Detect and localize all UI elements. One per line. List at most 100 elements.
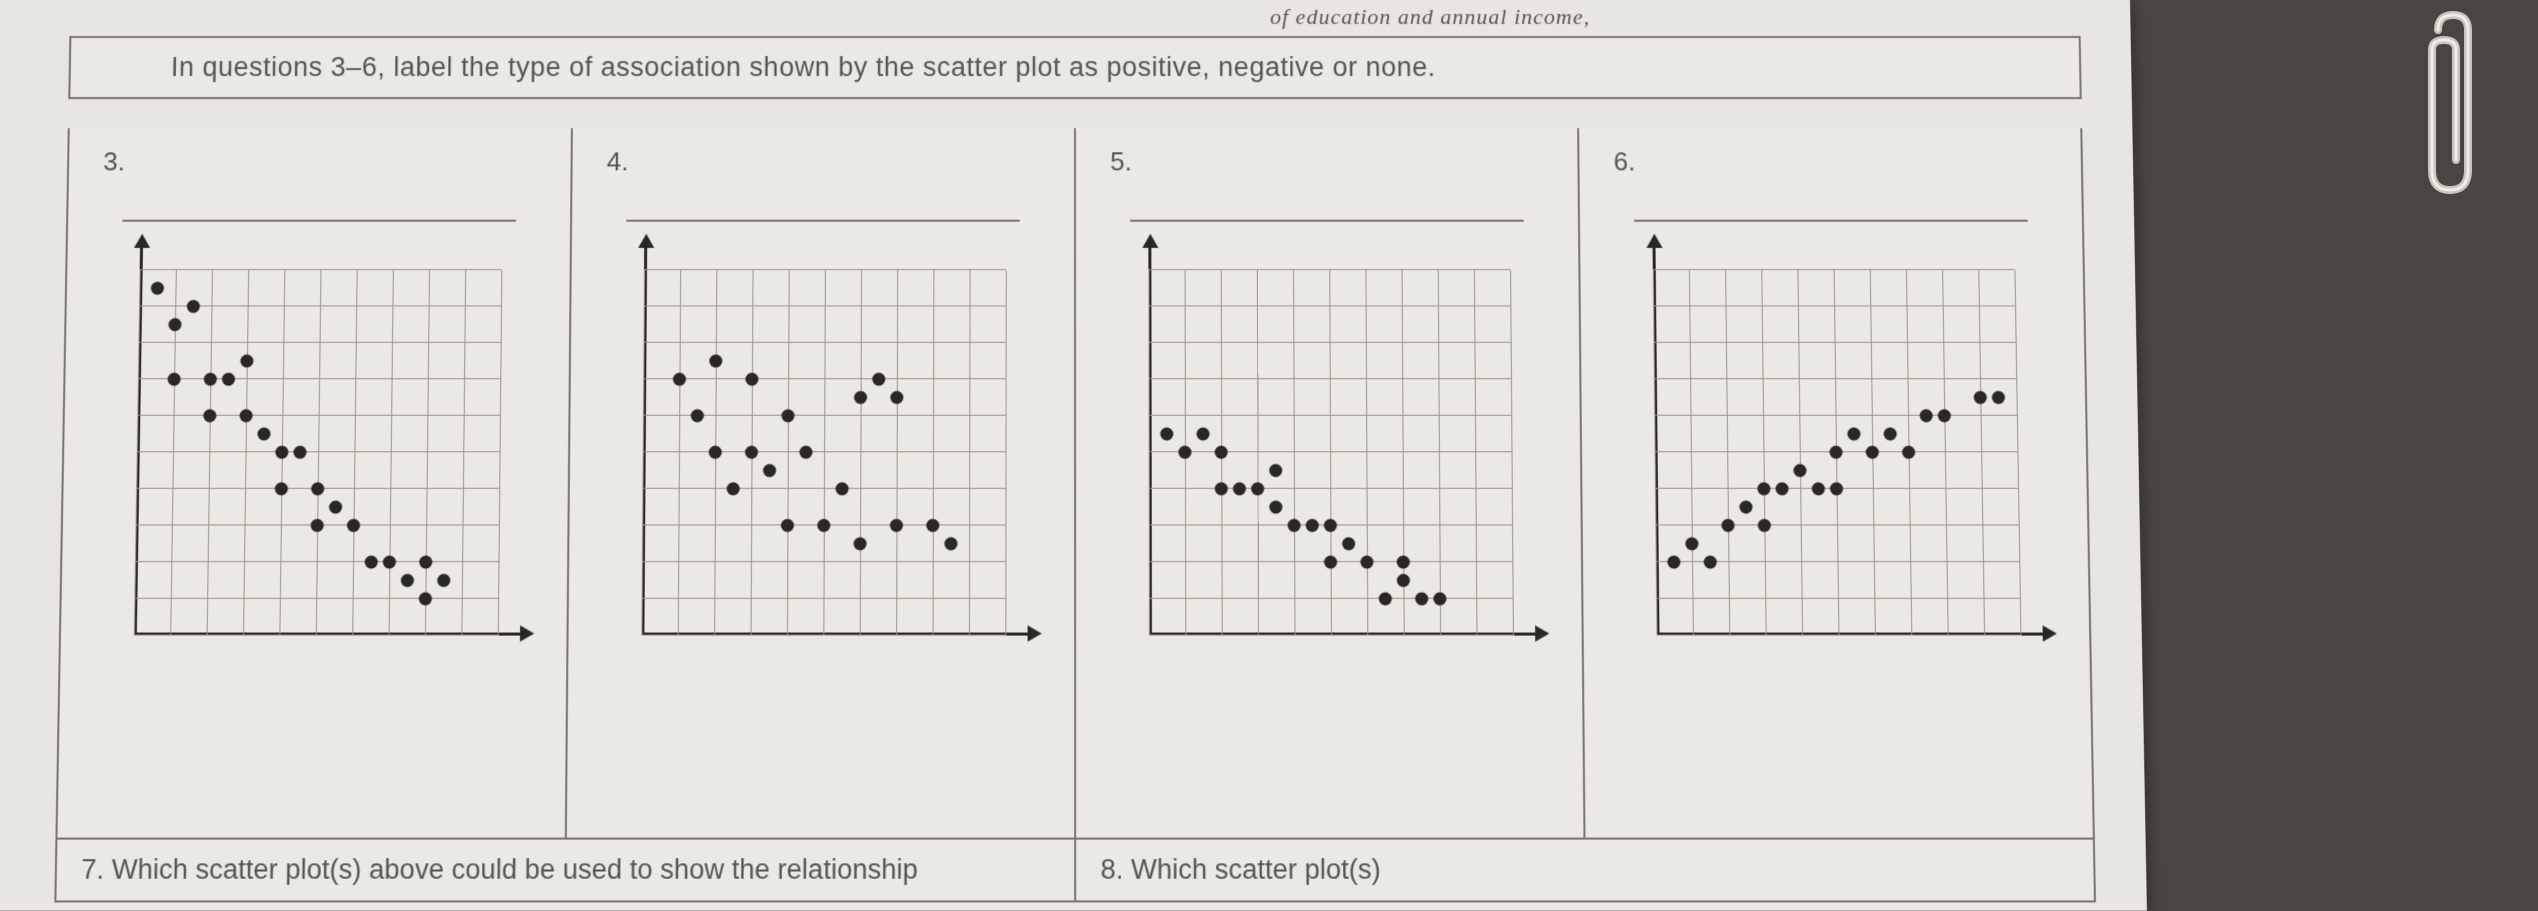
scatter-point [1324,556,1337,569]
scatter-point [1757,482,1770,495]
scatter-point [1758,519,1771,532]
scatter-point [1397,574,1410,587]
scatter-point [1812,482,1825,495]
scatter-point [854,391,867,404]
answer-line-6[interactable] [1634,183,2028,221]
scatter-point [1920,409,1933,422]
scatter-point [926,519,939,532]
scatter-point [1938,409,1951,422]
scatter-point [691,409,704,422]
scatter-point [167,373,180,386]
instruction-text: In questions 3–6, label the type of asso… [171,52,2040,83]
scatter-point [1793,464,1806,477]
scatter-point [1667,556,1680,569]
plot-label-3: 3. [103,146,547,177]
scatter-point [781,409,794,422]
scatter-point [311,519,324,532]
scatter-point [329,501,342,514]
scatter-plot-6 [1630,252,2039,658]
scatter-point [1269,464,1282,477]
scatter-point [383,556,396,569]
plot-label-5: 5. [1110,146,1553,177]
plot-cell-6: 6. [1579,128,2093,837]
worksheet-paper: of education and annual income, In quest… [0,0,2147,911]
scatter-point [1215,446,1228,459]
scatter-point [1704,556,1717,569]
plot-cell-4: 4. [567,128,1076,837]
scatter-plot-4 [619,252,1024,658]
plot-cell-5: 5. [1076,128,1585,837]
scatter-point [1775,482,1788,495]
scatter-point [401,574,414,587]
scatter-point [836,482,849,495]
scatter-point [1215,482,1228,495]
scatter-point [763,464,776,477]
scatter-point [709,354,722,367]
scatter-point [222,373,235,386]
scatter-point [1306,519,1319,532]
scatter-point [347,519,360,532]
scatter-point [151,282,164,295]
scatter-point [1287,519,1300,532]
scatter-point [890,391,903,404]
scatter-point [1974,391,1987,404]
scatter-point [1739,501,1752,514]
scatter-point [817,519,830,532]
scatter-point [1415,592,1428,605]
scatter-point [1269,501,1282,514]
scatter-point [311,482,324,495]
plot-cell-3: 3. [57,128,572,837]
scatter-point [1178,446,1191,459]
scatter-point [293,446,306,459]
scatter-point [203,409,216,422]
scatter-point [799,446,812,459]
scatter-point [872,373,885,386]
scatter-point [1251,482,1264,495]
scatter-point [1830,482,1843,495]
scatter-point [1379,592,1392,605]
scatter-point [745,373,758,386]
scatter-point [853,537,866,550]
scatter-point [437,574,450,587]
paperclip-icon [2408,10,2498,210]
scatter-point [187,300,200,313]
scatter-point [365,556,378,569]
scatter-point [745,446,758,459]
scatter-point [1884,427,1897,440]
scatter-point [673,373,686,386]
scatter-point [1902,446,1915,459]
instruction-row: In questions 3–6, label the type of asso… [68,36,2081,99]
scatter-point [1433,592,1446,605]
scatter-point [1196,427,1209,440]
scatter-plot-5 [1126,252,1531,658]
scatter-point [944,537,957,550]
scatter-point [204,373,217,386]
scatter-point [1829,446,1842,459]
scatter-point [419,556,432,569]
scatter-point [1360,556,1373,569]
scatter-point [1721,519,1734,532]
answer-line-5[interactable] [1130,183,1524,221]
handwritten-top-text: of education and annual income, [1270,4,1590,30]
scatter-point [1342,537,1355,550]
answer-line-3[interactable] [122,183,516,221]
scatter-plot-3 [111,252,519,658]
scatter-point [1160,427,1173,440]
question-8: 8. Which scatter plot(s) [1076,840,2094,901]
scatter-point [1324,519,1337,532]
question-7: 7. Which scatter plot(s) above could be … [56,840,1076,901]
scatter-point [1866,446,1879,459]
scatter-point [275,446,288,459]
scatter-point [781,519,794,532]
scatter-point [419,592,432,605]
scatter-point [275,482,288,495]
bottom-row: 7. Which scatter plot(s) above could be … [54,840,2096,903]
scatter-point [240,354,253,367]
scatter-point [239,409,252,422]
answer-line-4[interactable] [626,183,1020,221]
scatter-point [1847,427,1860,440]
scatter-point [257,427,270,440]
plot-label-6: 6. [1613,146,2057,177]
scatter-point [168,318,181,331]
scatter-point [709,446,722,459]
